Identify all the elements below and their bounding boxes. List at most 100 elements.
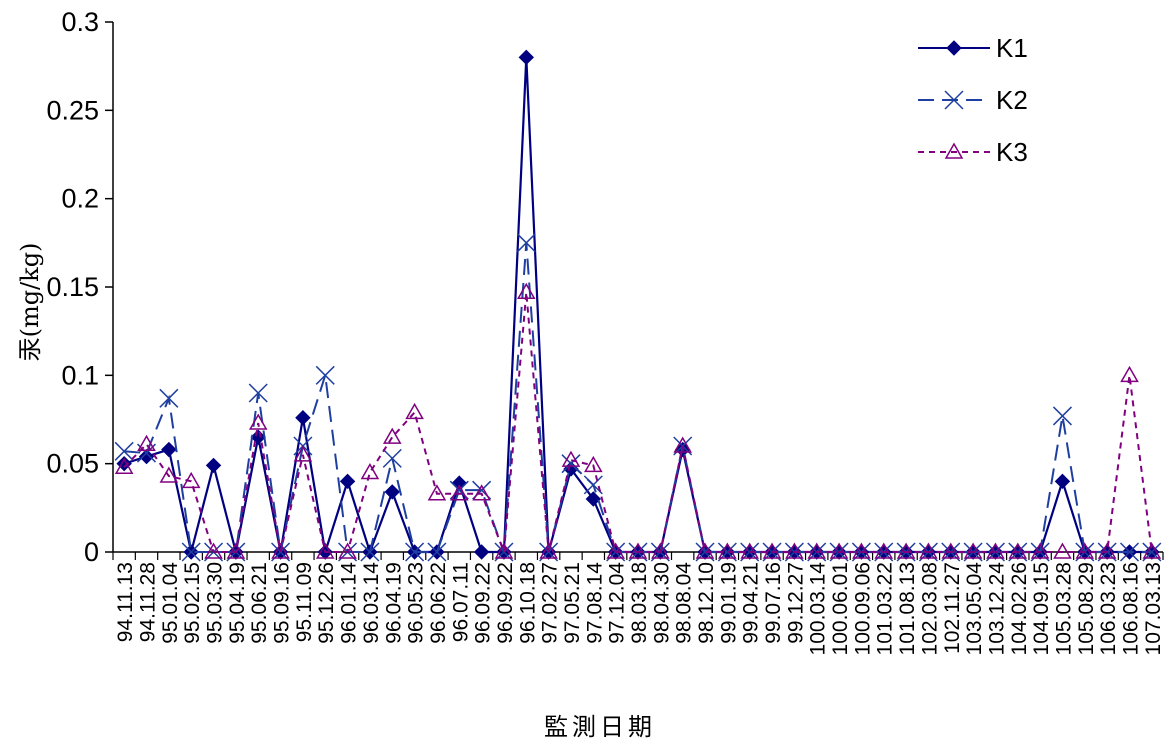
y-tick-label: 0 bbox=[84, 537, 99, 567]
x-axis-ticks: 94.11.13 94.11.28 95.01.04 95.02.15 95.03.30… bbox=[112, 552, 1165, 655]
legend-item-k2: K2 bbox=[918, 85, 1028, 115]
data-point bbox=[360, 462, 380, 480]
legend-item-k1: K1 bbox=[918, 33, 1028, 63]
y-tick-label: 0.05 bbox=[46, 449, 99, 479]
x-tick-label: 104.09.15 bbox=[1030, 562, 1053, 655]
data-point bbox=[829, 542, 849, 559]
data-point-stroke bbox=[561, 454, 581, 474]
data-point bbox=[137, 434, 156, 451]
data-point bbox=[963, 542, 983, 559]
x-tick-label: 96.03.14 bbox=[360, 562, 383, 644]
data-point bbox=[944, 90, 964, 110]
data-point bbox=[941, 542, 961, 559]
y-tick-label: 0.15 bbox=[46, 272, 99, 302]
data-point-stroke bbox=[405, 542, 425, 562]
x-tick-label: 95.06.21 bbox=[248, 562, 271, 644]
x-tick-label: 105.03.28 bbox=[1052, 562, 1075, 655]
x-tick-label: 100.09.06 bbox=[851, 562, 874, 655]
data-point bbox=[204, 542, 223, 559]
x-tick-label: 94.11.28 bbox=[137, 562, 160, 642]
y-axis-ticks: 0 0.05 0.1 0.15 0.2 0.25 0.3 bbox=[46, 7, 113, 567]
data-point-stroke bbox=[516, 233, 536, 253]
x-tick-label: 98.03.18 bbox=[628, 562, 651, 644]
data-point bbox=[673, 436, 692, 453]
data-point bbox=[382, 448, 402, 468]
data-point-stroke bbox=[315, 365, 335, 385]
x-tick-label: 107.03.13 bbox=[1142, 562, 1165, 655]
data-point-stroke bbox=[427, 542, 447, 562]
data-point bbox=[1075, 542, 1095, 559]
legend-item-k3: K3 bbox=[918, 137, 1028, 167]
data-point bbox=[1030, 542, 1050, 559]
x-tick-label: 97.05.21 bbox=[561, 562, 584, 644]
data-point bbox=[138, 448, 155, 465]
x-tick-label: 96.07.11 bbox=[449, 562, 472, 642]
data-point bbox=[181, 542, 201, 562]
x-tick-label: 106.03.23 bbox=[1097, 562, 1120, 655]
x-tick-label: 98.12.10 bbox=[695, 562, 718, 644]
x-tick-label: 96.09.22 bbox=[494, 562, 517, 644]
data-point bbox=[114, 457, 134, 474]
data-point bbox=[946, 40, 962, 56]
x-tick-label: 100.06.01 bbox=[829, 562, 852, 655]
x-tick-label: 98.08.04 bbox=[673, 562, 696, 644]
data-point bbox=[315, 365, 335, 385]
data-point-stroke bbox=[248, 383, 268, 403]
x-tick-label: 99.12.27 bbox=[784, 562, 807, 644]
legend: K1 K2 K3 bbox=[918, 33, 1028, 167]
series-line bbox=[124, 242, 1152, 553]
x-tick-label: 95.12.26 bbox=[315, 562, 338, 644]
data-point bbox=[1142, 542, 1162, 559]
x-tick-label: 96.01.14 bbox=[338, 562, 361, 644]
x-tick-label: 95.03.30 bbox=[204, 562, 227, 644]
data-point-stroke bbox=[382, 448, 402, 468]
data-point bbox=[159, 388, 179, 408]
data-point bbox=[762, 542, 782, 559]
y-tick-label: 0.2 bbox=[61, 184, 99, 214]
y-tick-label: 0.3 bbox=[61, 7, 99, 37]
data-point bbox=[561, 454, 581, 474]
data-point bbox=[628, 542, 648, 559]
data-point bbox=[585, 491, 602, 507]
x-tick-label: 101.03.22 bbox=[874, 562, 897, 655]
data-point bbox=[695, 542, 715, 559]
series-k1 bbox=[116, 49, 1160, 560]
data-point bbox=[561, 450, 581, 467]
data-point bbox=[606, 542, 625, 559]
x-tick-label: 96.04.19 bbox=[382, 562, 405, 644]
series-group bbox=[114, 49, 1162, 562]
data-point-stroke bbox=[1119, 542, 1140, 562]
x-tick-label: 104.02.26 bbox=[1008, 562, 1031, 655]
data-point bbox=[114, 441, 134, 461]
data-point bbox=[384, 484, 400, 500]
data-point bbox=[473, 544, 490, 560]
data-point bbox=[1119, 542, 1140, 562]
data-point bbox=[584, 455, 603, 473]
data-point bbox=[427, 484, 447, 501]
data-point bbox=[405, 402, 424, 420]
data-point bbox=[896, 542, 916, 559]
x-tick-label: 102.03.08 bbox=[918, 562, 941, 655]
data-point bbox=[1097, 542, 1117, 559]
data-point bbox=[250, 429, 266, 445]
x-tick-label: 96.05.23 bbox=[405, 562, 428, 644]
data-point bbox=[807, 542, 827, 559]
y-tick-label: 0.1 bbox=[61, 360, 99, 390]
data-point bbox=[944, 142, 964, 159]
data-point bbox=[116, 455, 132, 472]
data-point bbox=[1008, 542, 1028, 559]
x-tick-label: 95.11.09 bbox=[293, 562, 316, 642]
data-point bbox=[248, 413, 268, 430]
data-point-stroke bbox=[360, 542, 380, 562]
x-tick-label: 99.07.16 bbox=[762, 562, 785, 644]
legend-label: K1 bbox=[996, 33, 1028, 63]
data-point bbox=[338, 542, 357, 559]
x-tick-label: 96.10.18 bbox=[516, 562, 539, 644]
data-point bbox=[518, 49, 535, 66]
data-point-stroke bbox=[159, 388, 179, 408]
x-tick-label: 106.08.16 bbox=[1119, 562, 1142, 655]
x-tick-label: 97.12.04 bbox=[606, 562, 629, 644]
data-point bbox=[1054, 473, 1071, 490]
data-point-stroke bbox=[944, 90, 964, 110]
